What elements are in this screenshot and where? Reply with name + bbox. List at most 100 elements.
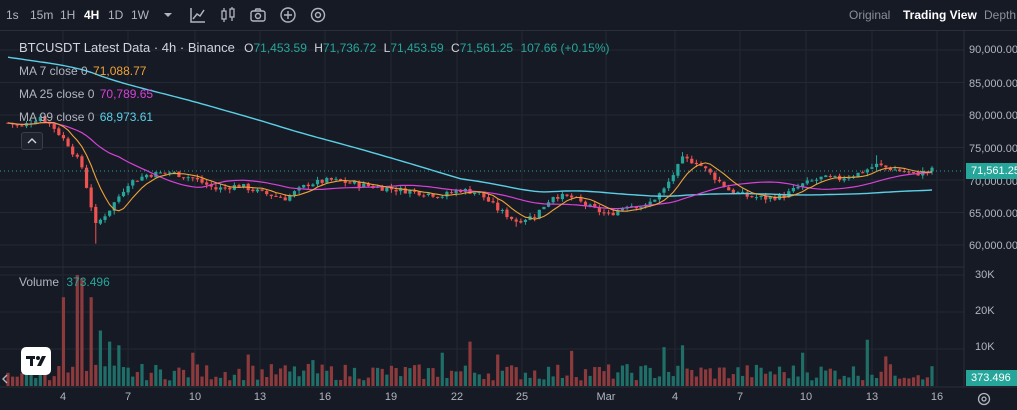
candle-body [302, 184, 306, 188]
candle-body [542, 206, 546, 210]
candle-body [80, 156, 84, 168]
volume-bar [454, 371, 458, 386]
volume-bar [796, 376, 800, 386]
chart-settings-button[interactable] [975, 391, 993, 407]
collapse-legend-button[interactable] [21, 132, 43, 150]
settings-gear-icon[interactable] [308, 5, 328, 25]
volume-bar [690, 369, 694, 386]
volume-bar [251, 365, 255, 386]
candle-body [620, 208, 625, 211]
candle-body [278, 196, 283, 198]
volume-bar [777, 366, 782, 386]
volume-bar [805, 372, 809, 386]
candle-body [731, 189, 735, 193]
volume-bar [740, 375, 745, 386]
volume-bar [759, 367, 763, 386]
view-tradingview-tab[interactable]: Trading View [903, 8, 977, 22]
volume-bar [412, 365, 417, 386]
volume-bar [145, 380, 149, 386]
volume-bar [607, 364, 611, 386]
candle-body [218, 187, 223, 190]
volume-bar [486, 373, 491, 386]
candle-body [560, 193, 564, 200]
price-tick-60000: 60,000.00 [969, 240, 1017, 252]
volume-bar [583, 369, 588, 386]
chevron-down-icon[interactable] [158, 5, 178, 25]
timeframe-4h[interactable]: 4H [84, 8, 100, 22]
candle-body [773, 196, 777, 200]
candle-body [283, 197, 287, 201]
volume-bar [265, 376, 269, 386]
candles-icon[interactable] [218, 5, 238, 25]
volume-bar [657, 376, 662, 386]
ohlc-high: H71,736.72 [314, 41, 377, 55]
volume-bar [34, 378, 38, 386]
candle-body [879, 163, 883, 166]
timeframe-1h[interactable]: 1H [60, 8, 76, 22]
line-tool-icon[interactable] [188, 5, 208, 25]
candle-body [713, 172, 717, 180]
candle-body [519, 221, 523, 223]
candle-body [597, 207, 601, 213]
volume-bar [473, 372, 477, 386]
volume-bar [242, 380, 246, 386]
candle-body [634, 206, 638, 209]
candle-body [311, 184, 315, 187]
volume-bar [570, 350, 574, 386]
candle-body [602, 212, 606, 214]
candle-body [181, 177, 186, 179]
volume-bar [754, 364, 759, 386]
volume-bar [6, 372, 10, 386]
volume-bar [371, 367, 375, 386]
timeframe-1w[interactable]: 1W [131, 8, 149, 22]
volume-bar [29, 370, 33, 386]
candle-body [140, 176, 144, 181]
scroll-left-button[interactable] [0, 372, 10, 386]
volume-bar [352, 367, 357, 386]
plus-circle-icon[interactable] [278, 5, 298, 25]
candle-body [556, 196, 560, 199]
candle-body [764, 195, 768, 200]
candle-body [15, 124, 19, 126]
ma99-value: 68,973.61 [99, 110, 154, 124]
volume-bar [768, 371, 772, 386]
candle-body [84, 167, 89, 188]
candle-body [699, 163, 703, 166]
candle-body [223, 187, 227, 189]
volume-tick-20k: 20K [975, 305, 995, 317]
volume-bar [426, 368, 431, 386]
volume-bar [214, 376, 218, 386]
candle-body [500, 210, 504, 212]
volume-bar [84, 370, 89, 386]
candle-body [260, 189, 264, 191]
volume-bar [847, 377, 851, 386]
volume-bar [269, 364, 273, 386]
view-original-tab[interactable]: Original [849, 8, 891, 22]
volume-bar [537, 378, 541, 386]
candle-body [482, 191, 486, 198]
candle-body [671, 175, 675, 182]
view-depth-tab[interactable]: Depth [984, 8, 1017, 22]
candle-body [768, 196, 772, 199]
camera-icon[interactable] [248, 5, 268, 25]
candle-body [509, 216, 514, 219]
candle-body [172, 172, 176, 174]
candle-body [394, 190, 398, 192]
volume-bar [315, 373, 320, 386]
volume-bar [408, 368, 412, 386]
volume-bar [121, 367, 126, 386]
volume-bar [842, 375, 846, 386]
timeframe-1s[interactable]: 1s [6, 8, 19, 22]
volume-bar [579, 380, 583, 386]
volume-bar [782, 372, 786, 386]
chart-toolbar: 1s 15m 1H 4H 1D 1W Original Trading View… [0, 0, 1017, 31]
volume-bar [801, 352, 805, 386]
candle-body [20, 125, 24, 127]
volume-bar [320, 364, 324, 386]
candle-body [320, 179, 324, 183]
date-tick: 7 [124, 391, 132, 403]
timeframe-1d[interactable]: 1D [108, 8, 124, 22]
candle-body [265, 191, 269, 195]
timeframe-15m[interactable]: 15m [30, 8, 54, 22]
